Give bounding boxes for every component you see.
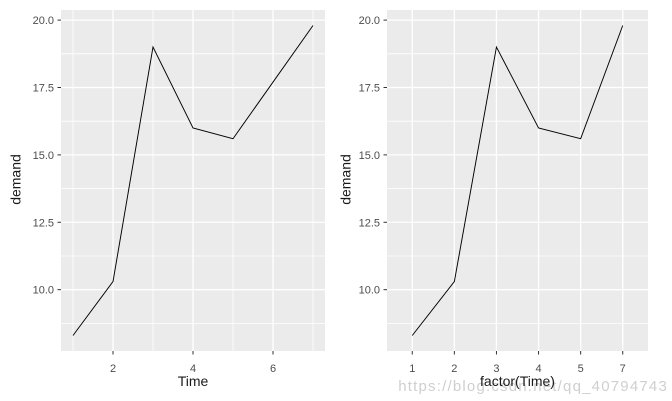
svg-text:2: 2 xyxy=(110,363,116,375)
right-chart-y-axis-title: demand xyxy=(337,154,354,205)
left-chart-y-axis-title: demand xyxy=(7,154,24,205)
svg-text:12.5: 12.5 xyxy=(33,217,54,229)
left-chart-x-axis-title: Time xyxy=(177,373,209,389)
svg-text:20.0: 20.0 xyxy=(359,15,380,27)
svg-text:15.0: 15.0 xyxy=(359,150,380,162)
svg-text:17.5: 17.5 xyxy=(33,83,54,95)
svg-text:6: 6 xyxy=(270,363,276,375)
svg-text:4: 4 xyxy=(190,363,196,375)
svg-text:3: 3 xyxy=(493,363,499,375)
svg-text:20.0: 20.0 xyxy=(33,15,54,27)
svg-text:7: 7 xyxy=(620,363,626,375)
svg-text:1: 1 xyxy=(409,363,415,375)
svg-text:5: 5 xyxy=(578,363,584,375)
svg-text:2: 2 xyxy=(451,363,457,375)
svg-text:10.0: 10.0 xyxy=(359,285,380,297)
svg-text:15.0: 15.0 xyxy=(33,150,54,162)
svg-text:10.0: 10.0 xyxy=(33,285,54,297)
svg-text:4: 4 xyxy=(535,363,541,375)
watermark: https://blog.csdn.net/qq_40794743 xyxy=(398,378,668,395)
svg-text:17.5: 17.5 xyxy=(359,83,380,95)
svg-text:12.5: 12.5 xyxy=(359,217,380,229)
right-chart-x-axis-title: factor(Time) xyxy=(480,373,555,389)
